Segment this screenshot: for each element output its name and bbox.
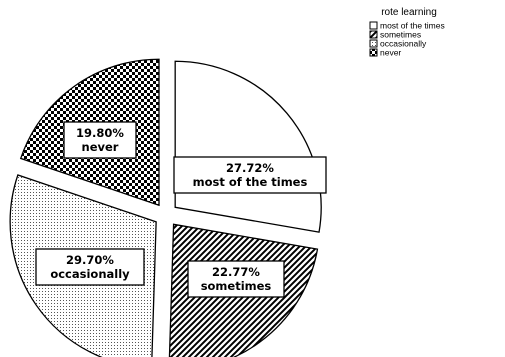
slice-label-occasionally: 29.70%occasionally [35,248,145,286]
legend-swatch [369,39,378,48]
legend-swatch [369,21,378,30]
slice-label-box [173,156,327,194]
slice-label-box [187,260,285,298]
slice-label-sometimes: 22.77%sometimes [187,260,285,298]
legend-swatch [369,30,378,39]
pie-labels: 27.72%most of the times 22.77%sometimes 29… [35,121,327,298]
legend-items: most of the timessometimesoccasionallyne… [369,21,445,58]
slice-percent-label: 19.80% [76,126,124,140]
slice-percent-label: 27.72% [226,161,274,175]
slice-label-box [35,248,145,286]
legend-label: sometimes [380,30,421,40]
legend-label: never [380,48,401,58]
legend: rote learning most of the timessometimes… [369,7,445,58]
slice-percent-label: 22.77% [212,265,260,279]
legend-label: most of the times [380,21,445,31]
slice-category-label: never [82,140,119,154]
slice-category-label: sometimes [201,279,272,293]
slice-label-box [63,121,137,159]
pie-slice-most-of-the-times [174,60,322,233]
slice-percent-label: 29.70% [66,253,114,267]
slice-label-most-of-the-times: 27.72%most of the times [173,156,327,194]
pie-slices [9,58,322,357]
legend-swatch [369,48,378,57]
legend-label: occasionally [380,39,427,49]
slice-label-never: 19.80%never [63,121,137,159]
slice-category-label: most of the times [193,175,308,189]
legend-title: rote learning [381,7,437,18]
slice-category-label: occasionally [50,267,130,281]
